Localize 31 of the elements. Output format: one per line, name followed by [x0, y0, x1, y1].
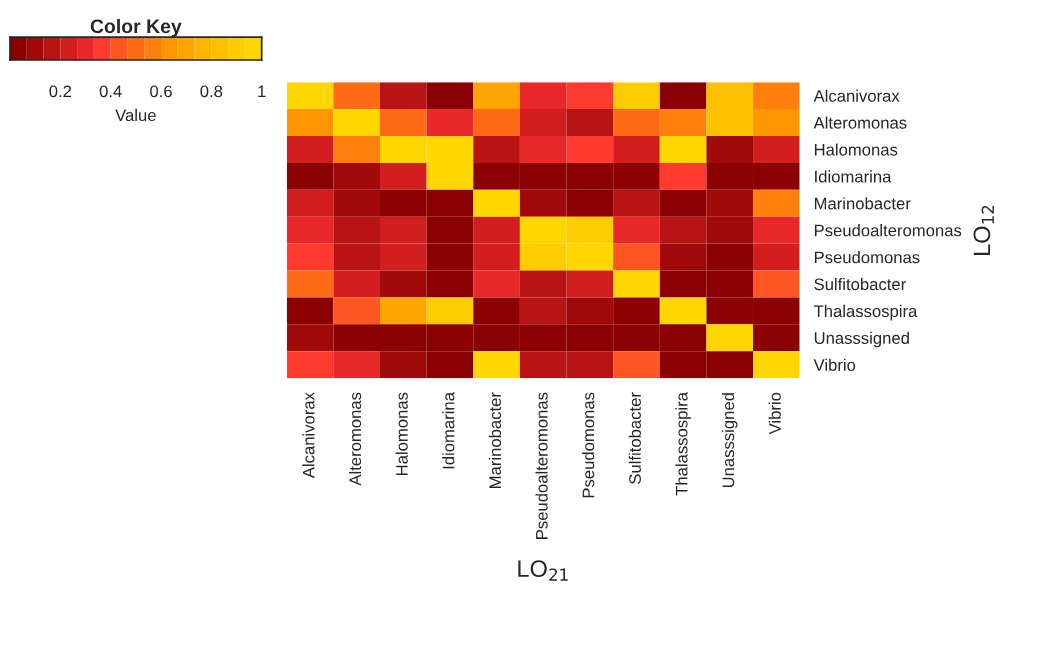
x-tick-label: Unasssigned — [721, 393, 738, 488]
x-tick-label: Halomonas — [395, 392, 408, 475]
x-tick-label: Idiomarina — [442, 392, 455, 469]
chart-title: Color Key — [90, 18, 182, 38]
x-tick-label: Marinobacter — [488, 392, 502, 488]
y-tick-label: Idiomarina — [815, 170, 892, 183]
color-bar-label: 0.4 — [99, 85, 122, 98]
y-tick-label: Unasssigned — [814, 331, 909, 348]
x-tick-label: Pseudoalteromonas — [535, 392, 548, 539]
x-tick-label: Alcanivorax — [302, 392, 315, 479]
y-tick-label: Alteromonas — [813, 116, 907, 129]
y-tick-label: Pseudoalteromonas — [814, 224, 962, 237]
y-tick-label: Marinobacter — [814, 197, 911, 210]
color-bar-label: 0.6 — [150, 85, 172, 98]
color-bar-title: Value — [115, 108, 156, 122]
y2-axis-title: LO$_{12}$ — [973, 205, 994, 256]
color-bar-label: 0.2 — [49, 85, 72, 98]
y-tick-label: Alcanivorax — [813, 89, 900, 102]
x-tick-label: Alteromonas — [348, 392, 362, 486]
x-tick-label: Sulfitobacter — [628, 392, 641, 484]
color-bar-label: 0.8 — [200, 85, 223, 98]
x-tick-label: Vibrio — [768, 392, 781, 435]
y-tick-label: Thalassospira — [813, 304, 918, 321]
color-bar-label: 1 — [258, 85, 266, 98]
x-axis-title: LO$_{21}$ — [518, 560, 568, 581]
y-tick-label: Halomonas — [814, 143, 898, 156]
x-tick-label: Pseudomonas — [582, 392, 595, 498]
x-tick-label: Thalassospira — [675, 392, 691, 496]
y-tick-label: Sulfitobacter — [814, 277, 906, 291]
y-tick-label: Vibrio — [813, 358, 856, 371]
y-tick-label: Pseudomonas — [814, 251, 920, 264]
